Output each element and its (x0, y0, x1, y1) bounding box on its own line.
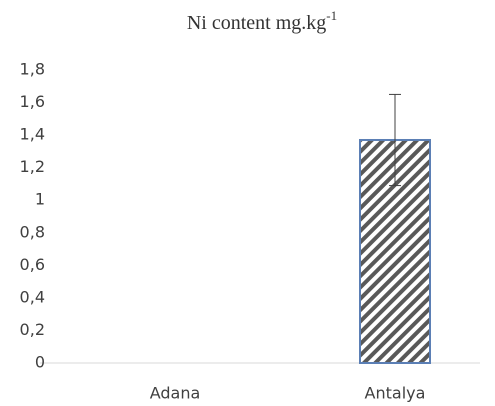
x-tick-label: Antalya (365, 384, 426, 403)
y-tick-label: 0,4 (20, 287, 45, 306)
y-tick-label: 1,6 (20, 92, 45, 111)
y-tick-label: 0,2 (20, 320, 45, 339)
y-tick-label: 1,8 (20, 60, 45, 79)
chart-title: Ni content mg.kg-1 (187, 8, 337, 34)
title-superscript: -1 (326, 8, 337, 23)
y-tick-label: 1,2 (20, 157, 45, 176)
x-tick-label: Adana (150, 384, 201, 403)
y-tick-label: 0 (35, 353, 45, 372)
title-text: Ni content mg.kg (187, 12, 326, 34)
y-tick-label: 1,4 (20, 125, 45, 144)
y-tick-label: 0,6 (20, 255, 45, 274)
y-tick-label: 1 (35, 190, 45, 209)
y-tick-label: 0,8 (20, 222, 45, 241)
